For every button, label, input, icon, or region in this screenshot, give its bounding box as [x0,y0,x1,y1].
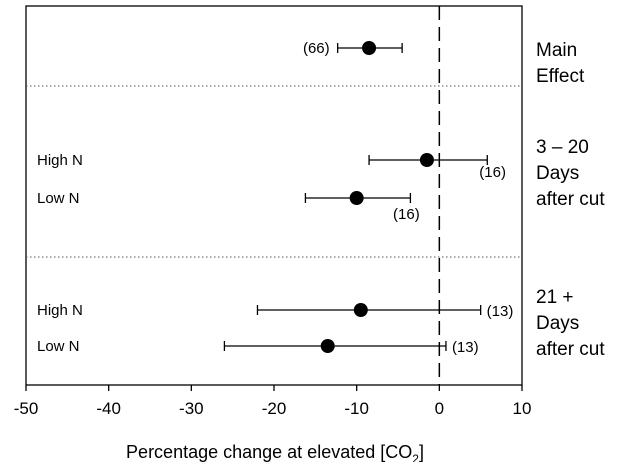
group-label: 3 – 20 [536,137,589,158]
data-point [362,41,377,55]
group-label: Days [536,313,579,334]
x-tick-label: -20 [262,399,287,418]
group-label: Main [536,40,577,61]
x-tick-label: -10 [344,399,369,418]
row-label: Low N [37,338,80,355]
row-label: Low N [37,190,80,207]
sample-size-label: (16) [479,164,506,181]
data-point [419,153,434,167]
x-axis-label: Percentage change at elevated [CO2] [126,442,424,462]
plot-frame [25,5,523,386]
sample-size-label: (13) [452,339,479,356]
sample-size-label: (13) [487,303,514,320]
x-tick-label: 10 [513,399,532,418]
x-axis-label-subscript: 2 [412,452,419,462]
data-point [320,339,335,353]
labels: -50 -40 -30 -20 -10 0 10 (66) (16) High N (16) Low … [14,40,606,418]
group-label: after cut [536,189,605,210]
x-tick-label: 0 [435,399,444,418]
data-point [353,303,368,317]
row-label: High N [37,152,83,169]
sample-size-label: (66) [303,40,330,57]
group-label: 21 + [536,287,574,308]
group-label: Effect [536,66,585,87]
group-label: Days [536,163,579,184]
sample-size-label: (16) [393,206,420,223]
x-axis-label-suffix: ] [419,442,424,462]
x-tick-label: -30 [179,399,204,418]
x-tick-label: -50 [14,399,39,418]
data-marks [223,41,488,353]
group-label: after cut [536,339,605,360]
row-label: High N [37,302,83,319]
plot-area [25,5,523,391]
data-point [349,191,364,205]
x-tick-label: -40 [96,399,121,418]
